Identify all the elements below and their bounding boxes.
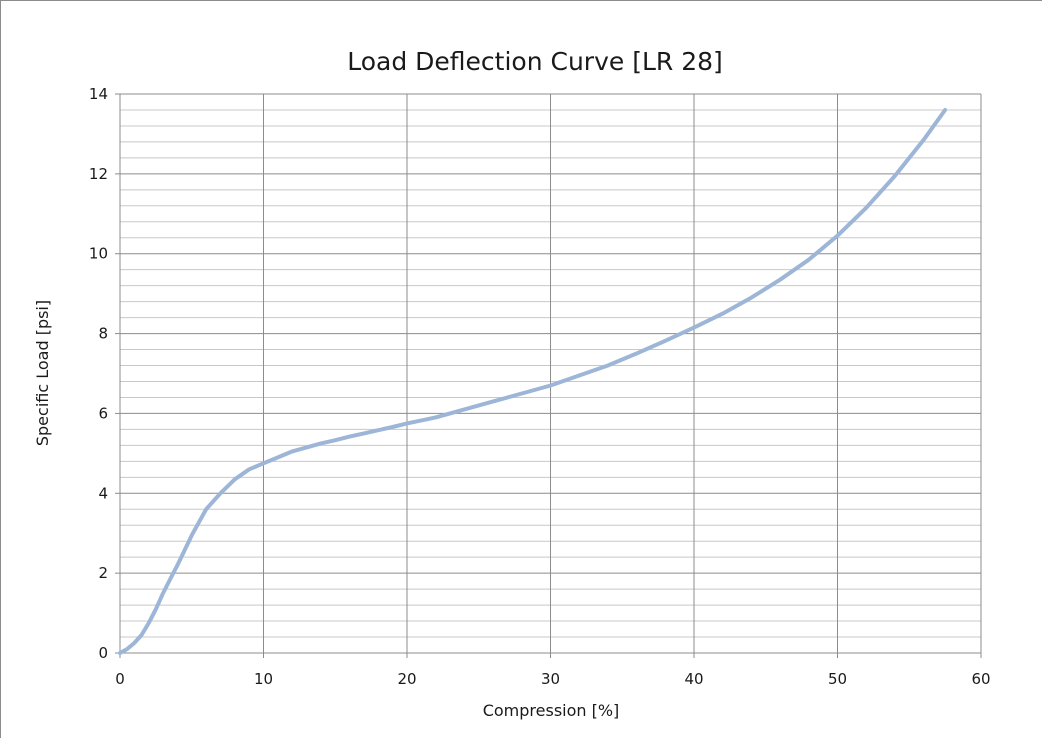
x-tick-label: 20 — [397, 670, 416, 688]
y-tick-label: 4 — [98, 484, 108, 502]
x-axis-label: Compression [%] — [483, 701, 620, 720]
x-tick-label: 60 — [971, 670, 990, 688]
tick-labels: 0 2 4 6 8 10 12 14 0 10 20 30 40 50 60 — [89, 85, 991, 688]
y-tick-label: 6 — [98, 404, 108, 422]
y-tick-label: 2 — [98, 564, 108, 582]
x-tick-label: 30 — [541, 670, 560, 688]
y-tick-label: 14 — [89, 85, 108, 103]
y-tick-label: 10 — [89, 245, 108, 263]
chart-title: Load Deflection Curve [LR 28] — [347, 47, 723, 76]
x-tick-label: 10 — [254, 670, 273, 688]
y-axis-label: Specific Load [psi] — [33, 300, 52, 446]
y-tick-label: 0 — [98, 644, 108, 662]
x-tick-label: 0 — [115, 670, 125, 688]
series-layer — [118, 108, 948, 655]
x-tick-label: 40 — [684, 670, 703, 688]
x-tick-label: 50 — [828, 670, 847, 688]
y-tick-label: 8 — [98, 325, 108, 343]
y-tick-label: 12 — [89, 165, 108, 183]
grid — [115, 93, 982, 658]
series-line — [118, 108, 948, 655]
